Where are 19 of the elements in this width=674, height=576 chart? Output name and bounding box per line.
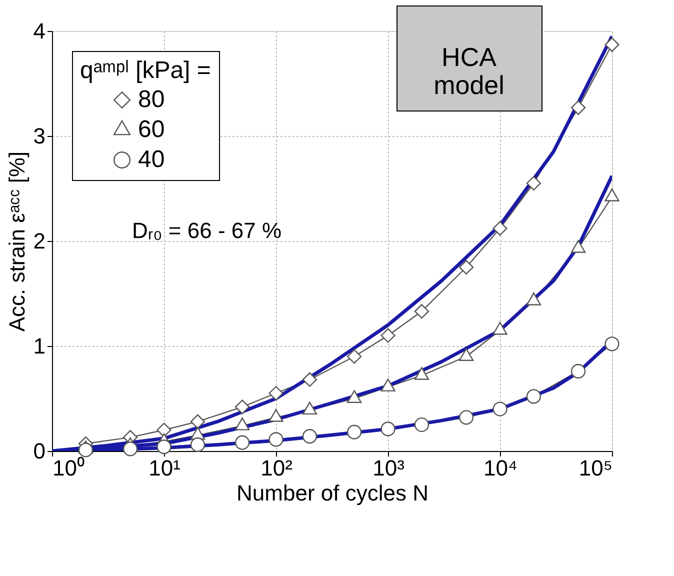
y-tick-label: 3 <box>33 124 46 148</box>
x-axis-title: Number of cycles N <box>236 480 428 506</box>
x-tick-label: 10² <box>260 456 292 480</box>
x-tick-label: 10¹ <box>148 456 180 480</box>
y-tick-label: 0 <box>33 438 46 464</box>
legend-label: 60 <box>138 116 165 143</box>
annotation: HCA model <box>434 42 504 100</box>
y-axis-title: Acc. strain εᵃᶜᶜ [%] <box>4 151 30 332</box>
y-tick-label: 1 <box>33 334 46 358</box>
legend-label: 40 <box>138 146 165 173</box>
x-tick-label: 10⁴ <box>484 456 518 480</box>
x-tick-label: 10³ <box>372 456 404 480</box>
y-tick-label: 2 <box>33 228 46 254</box>
x-tick-label: 10⁵ <box>578 456 612 480</box>
x-tick-label: 10⁰ <box>52 456 85 480</box>
legend-label: 80 <box>138 86 165 113</box>
annotation: Dᵣ₀ = 66 - 67 % <box>132 218 282 243</box>
legend-title: qᵃᵐᵖˡ [kPa] = <box>80 57 211 84</box>
y-tick-label: 4 <box>33 18 46 44</box>
